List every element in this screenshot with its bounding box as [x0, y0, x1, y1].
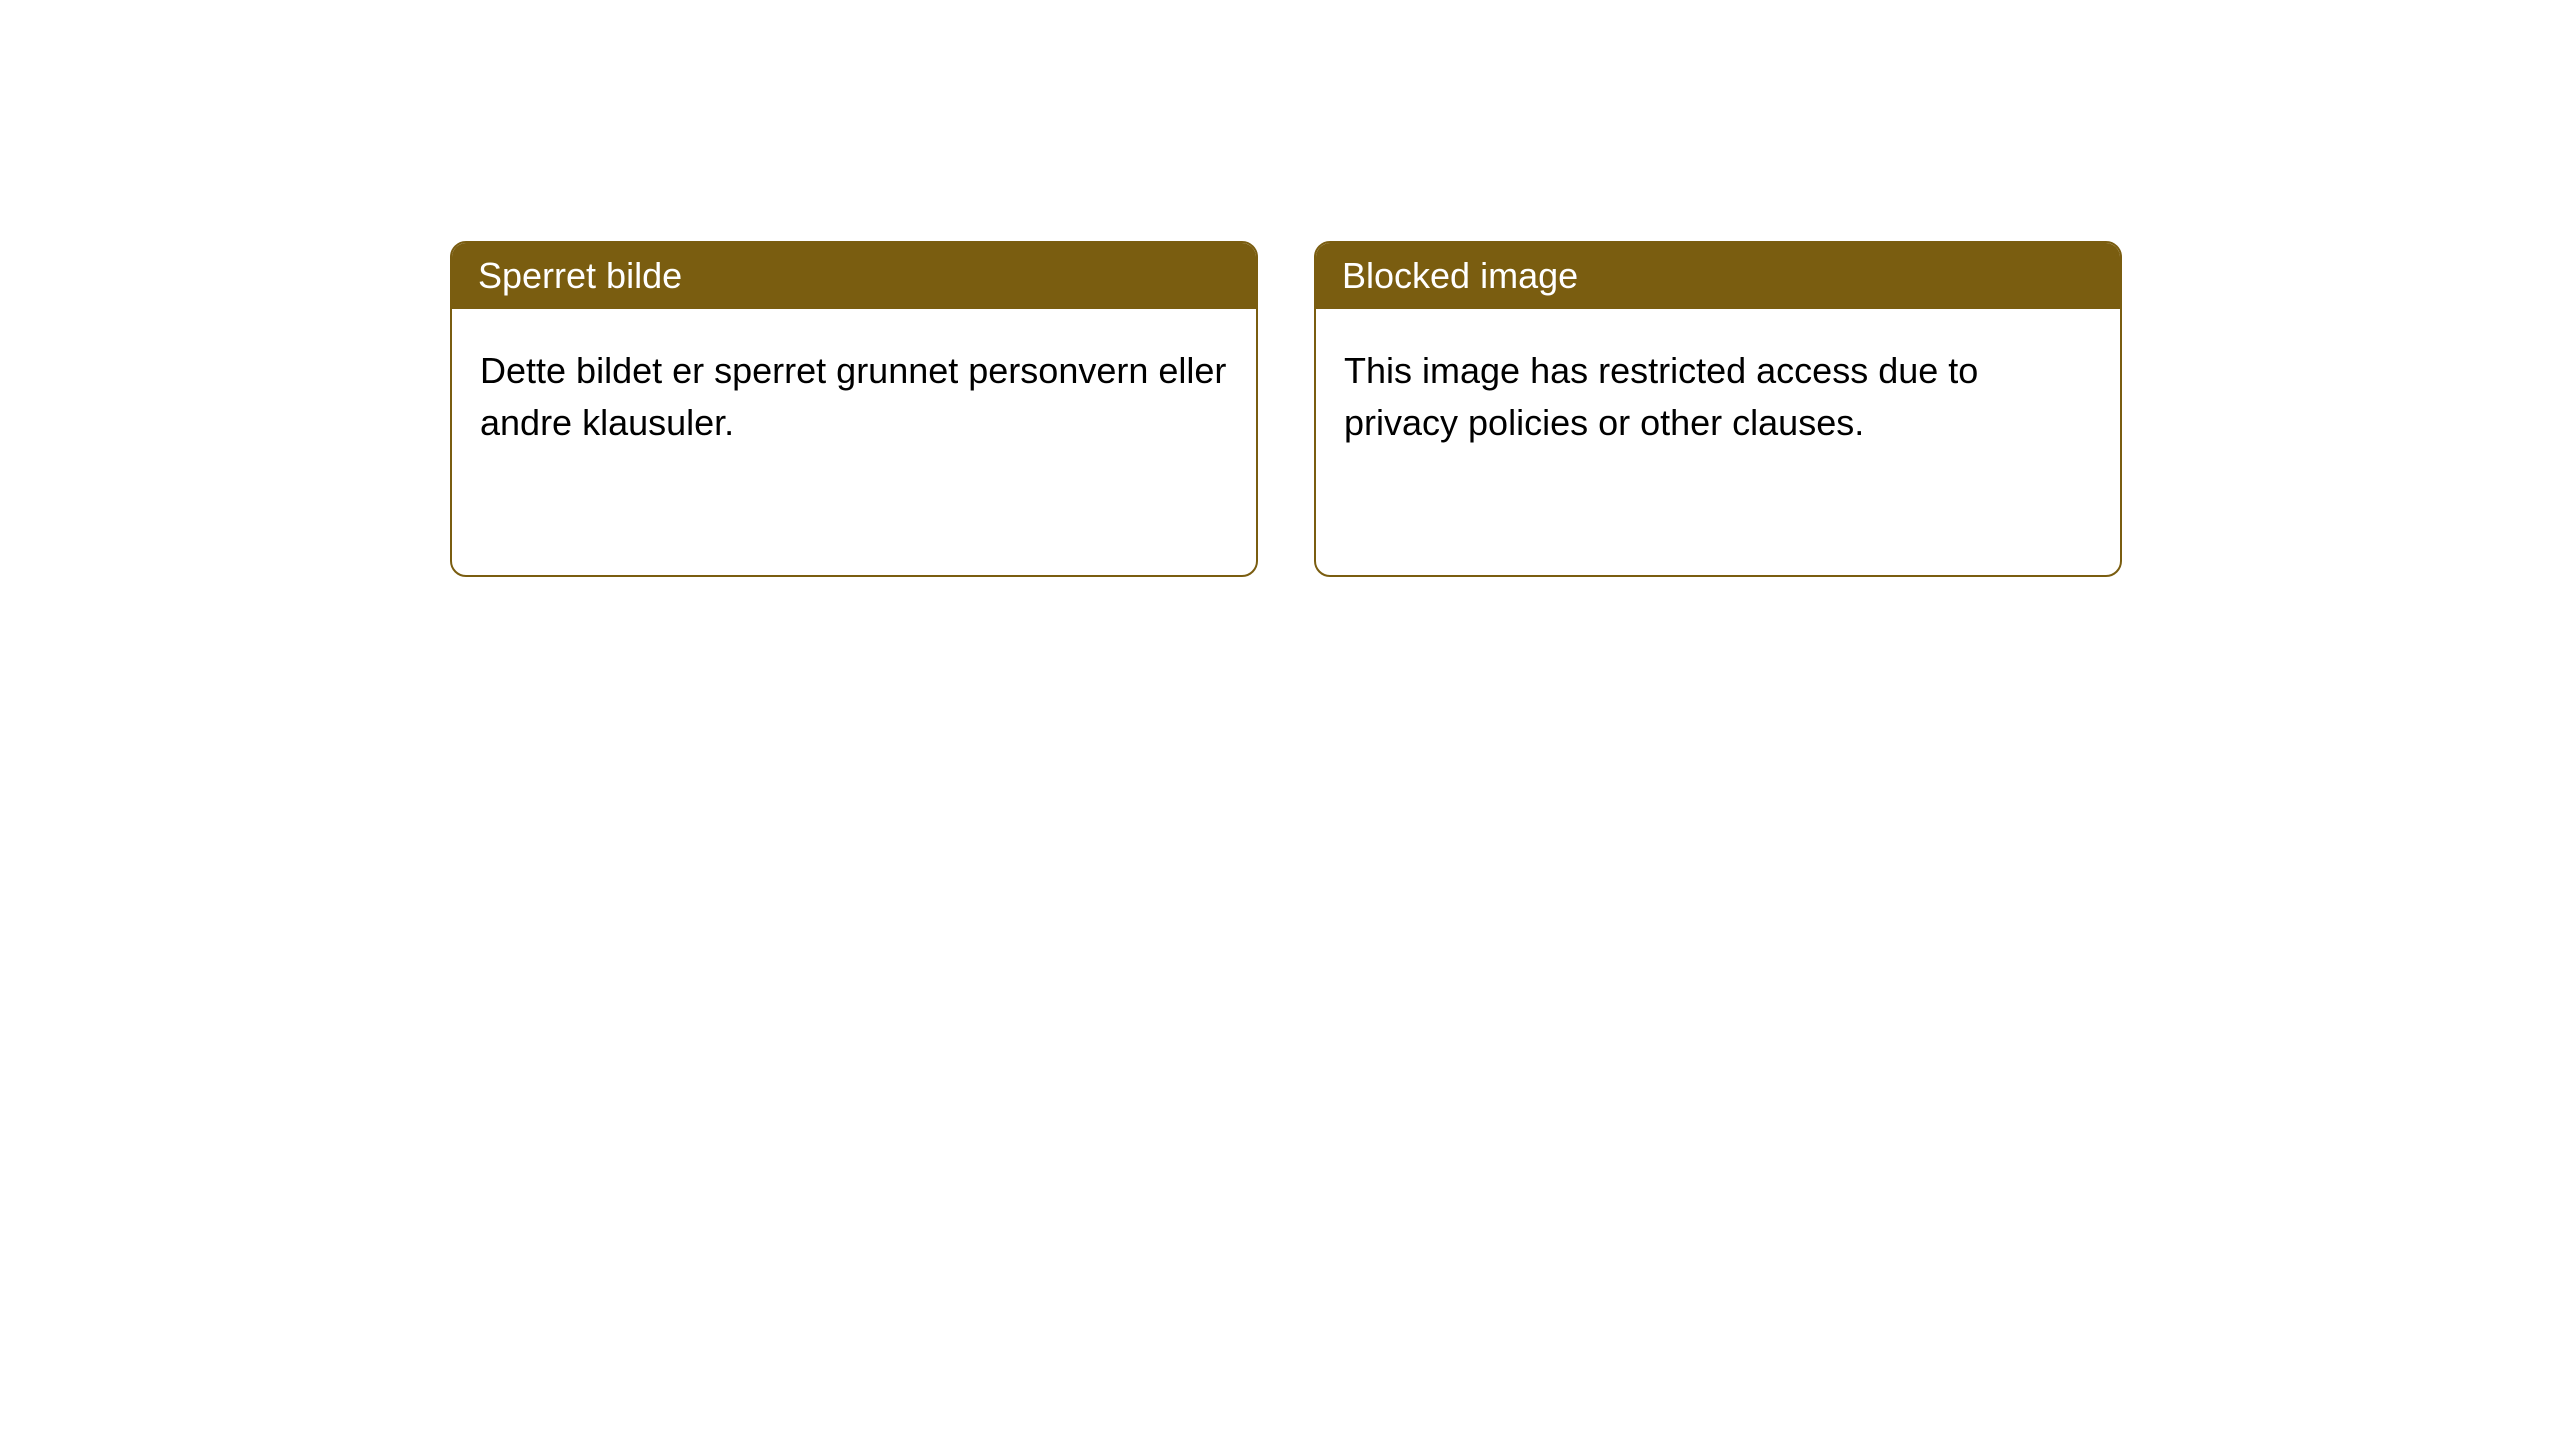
notice-container: Sperret bilde Dette bildet er sperret gr…	[0, 0, 2560, 577]
notice-card-english: Blocked image This image has restricted …	[1314, 241, 2122, 577]
notice-title: Blocked image	[1316, 243, 2120, 309]
notice-title: Sperret bilde	[452, 243, 1256, 309]
notice-body: This image has restricted access due to …	[1316, 309, 2120, 575]
notice-body: Dette bildet er sperret grunnet personve…	[452, 309, 1256, 575]
notice-card-norwegian: Sperret bilde Dette bildet er sperret gr…	[450, 241, 1258, 577]
